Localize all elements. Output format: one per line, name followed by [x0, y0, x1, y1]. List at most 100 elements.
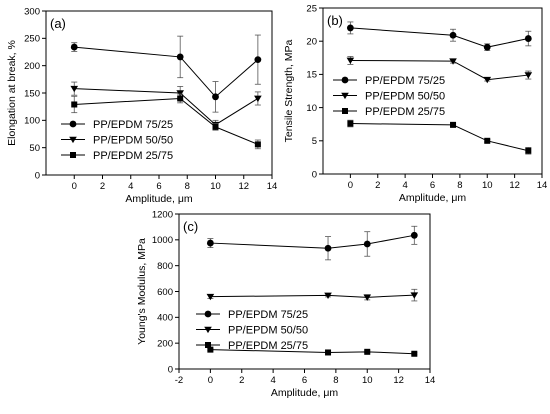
series-3: [347, 119, 532, 155]
series-1: [70, 34, 262, 113]
x-tick-label: 6: [156, 181, 161, 192]
x-tick-label: 0: [72, 181, 77, 192]
series-3: [71, 93, 261, 150]
y-tick-label: 5: [312, 136, 317, 147]
y-tick-label: 20: [306, 37, 317, 48]
series-line: [74, 88, 259, 126]
y-tick-label: 600: [157, 287, 173, 298]
legend: PP/EPDM 75/25 PP/EPDM 50/50 PP/EPDM 25/75: [196, 309, 308, 352]
data-point: [206, 293, 215, 301]
panel-label: (a): [50, 16, 66, 31]
data-point: [449, 58, 457, 65]
data-point: [411, 350, 418, 357]
x-axis-title: Amplitude, μm: [125, 193, 193, 205]
x-tick-label: 6: [430, 180, 435, 191]
data-point: [483, 43, 491, 51]
legend-marker: [70, 152, 76, 158]
legend-marker: [341, 92, 349, 100]
x-tick-label: 8: [333, 375, 338, 386]
x-tick-label: 2: [239, 375, 244, 386]
y-tick-label: 250: [24, 34, 40, 45]
data-point: [71, 101, 78, 108]
legend-marker: [205, 342, 211, 348]
panel-2: 0 2 4 6 8 10 12 14 0 5 10 15 20 25 Amplitude, μm Tensil…: [283, 3, 547, 204]
x-tick-label: 0: [208, 375, 213, 386]
y-tick-label: 0: [312, 169, 317, 180]
data-point: [212, 123, 219, 130]
x-tick-label: 4: [128, 181, 133, 192]
data-point: [450, 121, 457, 128]
y-tick-label: 400: [157, 313, 173, 324]
legend-label: PP/EPDM 50/50: [93, 135, 173, 147]
x-tick-label: -2: [175, 375, 183, 386]
data-point: [176, 90, 184, 97]
series-line: [350, 123, 529, 152]
panel-1: 0 2 4 6 8 10 12 14 0 50 100 150 200 250 300 Amplitude, …: [6, 6, 277, 205]
x-axis-title: Amplitude, μm: [399, 192, 467, 204]
legend-label: PP/EPDM 25/75: [365, 106, 445, 118]
x-axis-title: Amplitude, μm: [271, 387, 339, 399]
series-line: [210, 349, 415, 355]
legend-label: PP/EPDM 75/25: [228, 309, 308, 321]
y-tick-label: 200: [24, 61, 40, 72]
data-point: [524, 35, 532, 42]
data-point: [484, 137, 491, 144]
data-point: [70, 43, 78, 51]
data-point: [346, 24, 354, 32]
legend-marker: [69, 120, 77, 128]
x-tick-label: 2: [100, 181, 105, 192]
data-point: [176, 53, 184, 61]
data-point: [177, 95, 184, 102]
x-tick-label: 12: [238, 181, 249, 192]
y-axis-title: Tensile Strength, MPa: [283, 39, 295, 142]
x-tick-label: 4: [270, 375, 275, 386]
series-2: [346, 56, 533, 84]
y-tick-label: 800: [157, 261, 173, 272]
series-line: [74, 46, 259, 98]
x-tick-label: 8: [185, 181, 190, 192]
panel-label: (b): [327, 13, 343, 28]
series-line: [350, 27, 529, 48]
legend-label: PP/EPDM 75/25: [365, 75, 445, 87]
data-point: [325, 349, 332, 356]
legend-label: PP/EPDM 50/50: [365, 91, 445, 103]
y-tick-label: 0: [168, 364, 173, 375]
data-point: [363, 294, 372, 301]
data-point: [70, 85, 79, 93]
x-tick-label: 2: [375, 180, 380, 191]
series-3: [207, 346, 418, 357]
legend-marker: [204, 326, 212, 334]
x-tick-label: 14: [537, 180, 548, 191]
y-tick-label: 100: [24, 116, 40, 127]
y-axis-title: Elongation at break, %: [6, 40, 18, 146]
y-tick-label: 1000: [152, 235, 173, 246]
panel-3: -2 0 2 4 6 8 10 12 14020040060080010001200Amplit…: [136, 209, 435, 399]
y-tick-label: 25: [306, 3, 317, 14]
y-axis-title: Young's Modulus, MPa: [136, 238, 148, 345]
legend-label: PP/EPDM 25/75: [228, 340, 308, 352]
data-point: [207, 346, 214, 353]
data-point: [324, 244, 332, 252]
y-tick-label: 0: [35, 170, 40, 181]
data-point: [483, 76, 492, 84]
y-tick-label: 15: [306, 70, 317, 81]
x-tick-label: 14: [425, 375, 436, 386]
y-tick-label: 300: [24, 6, 40, 17]
data-point: [364, 348, 371, 355]
x-tick-label: 4: [402, 180, 407, 191]
y-tick-label: 150: [24, 88, 40, 99]
data-point: [324, 292, 332, 299]
legend-marker: [341, 76, 349, 84]
legend-marker: [69, 136, 77, 144]
x-tick-label: 10: [362, 375, 373, 386]
data-point: [206, 239, 214, 247]
x-tick-label: 14: [267, 181, 278, 192]
series-line: [210, 294, 415, 298]
data-point: [449, 31, 457, 39]
legend-marker: [342, 108, 348, 114]
data-point: [346, 57, 355, 65]
data-point: [254, 56, 262, 64]
data-point: [212, 93, 219, 101]
y-tick-label: 10: [306, 103, 317, 114]
series-line: [74, 97, 259, 145]
